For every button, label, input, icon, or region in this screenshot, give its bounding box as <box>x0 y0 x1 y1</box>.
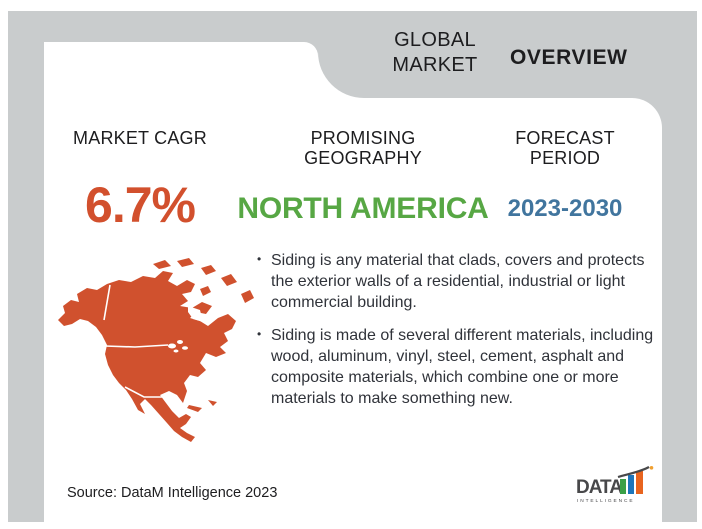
logo-subtext: INTELLIGENCE <box>577 498 634 504</box>
header-tab <box>318 42 662 98</box>
list-item: Siding is any material that clads, cover… <box>256 249 660 313</box>
stat-label-forecast-period: FORECAST PERIOD <box>515 128 615 168</box>
description-list: Siding is any material that clads, cover… <box>256 249 660 421</box>
tab-title: GLOBAL MARKET <box>392 29 478 76</box>
logo-bar-orange <box>636 471 643 494</box>
stat-label-promising-geography: PROMISING GEOGRAPHY <box>304 128 422 168</box>
tab-emphasis: OVERVIEW <box>510 46 628 69</box>
tab-right-fillet <box>632 98 662 128</box>
north-america-map-icon <box>58 258 254 442</box>
logo-growth-swoosh-icon <box>617 466 650 479</box>
tab-left-fillet <box>304 42 318 56</box>
stat-value-market-cagr: 6.7% <box>85 177 196 233</box>
logo-bar-blue <box>628 475 634 494</box>
list-item: Siding is made of several different mate… <box>256 324 660 409</box>
source-text: Source: DataM Intelligence 2023 <box>67 485 278 501</box>
datam-intelligence-logo: DATA INTELLIGENCE <box>576 466 654 504</box>
logo-bar-green <box>620 479 626 494</box>
logo-wordmark: DATA <box>576 477 623 498</box>
stat-label-market-cagr: MARKET CAGR <box>73 128 207 148</box>
stat-value-forecast-period: 2023-2030 <box>507 195 623 222</box>
logo-accent-dot <box>649 466 654 470</box>
stat-value-promising-geography: NORTH AMERICA <box>237 192 489 225</box>
